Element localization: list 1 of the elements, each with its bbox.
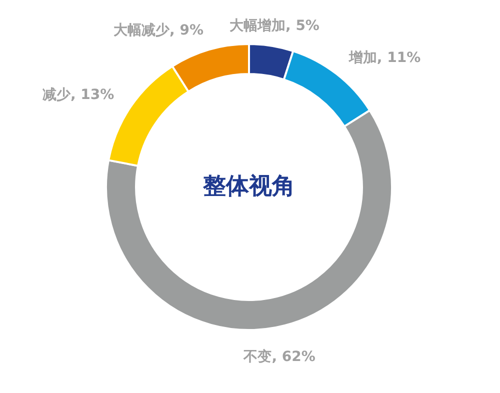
text: 整体视角 (202, 173, 295, 200)
